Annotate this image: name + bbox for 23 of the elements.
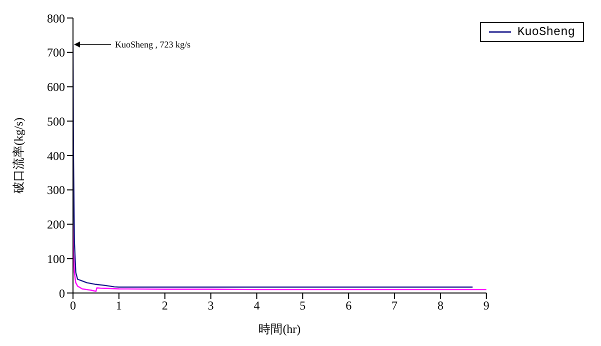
y-tick-label: 100 [47, 252, 65, 266]
x-tick-label: 1 [116, 298, 122, 313]
y-tick-label: 600 [47, 80, 65, 94]
x-tick-label: 7 [392, 298, 398, 313]
x-tick-label: 8 [437, 298, 444, 313]
y-tick-label: 400 [47, 148, 65, 163]
y-axis-title: 破口流率(kg/s) [11, 118, 26, 194]
y-tick-label: 500 [47, 114, 65, 128]
x-axis-title: 時間(hr) [258, 322, 301, 336]
x-tick-label: 5 [300, 298, 306, 313]
x-tick-label: 9 [483, 298, 490, 313]
y-tick-label: 200 [47, 218, 65, 232]
legend-label: KuoSheng [517, 25, 575, 39]
x-tick-label: 4 [254, 298, 260, 313]
x-tick-label: 3 [208, 298, 214, 313]
y-tick-label: 0 [59, 286, 65, 300]
y-tick-label: 300 [47, 183, 65, 198]
x-tick-label: 0 [70, 298, 76, 313]
y-tick-label: 700 [47, 46, 65, 60]
x-tick-label: 2 [162, 298, 168, 313]
annotation: KuoSheng , 723 kg/s [115, 39, 191, 50]
y-tick-label: 800 [47, 11, 65, 26]
x-tick-label: 6 [346, 298, 352, 313]
